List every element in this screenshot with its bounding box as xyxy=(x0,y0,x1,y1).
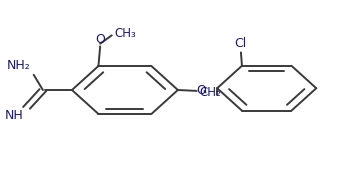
Text: CH₂: CH₂ xyxy=(200,86,221,99)
Text: CH₃: CH₃ xyxy=(115,27,136,40)
Text: Cl: Cl xyxy=(234,37,246,50)
Text: O: O xyxy=(196,84,206,97)
Text: NH₂: NH₂ xyxy=(7,59,30,72)
Text: NH: NH xyxy=(5,109,24,122)
Text: O: O xyxy=(95,33,105,46)
